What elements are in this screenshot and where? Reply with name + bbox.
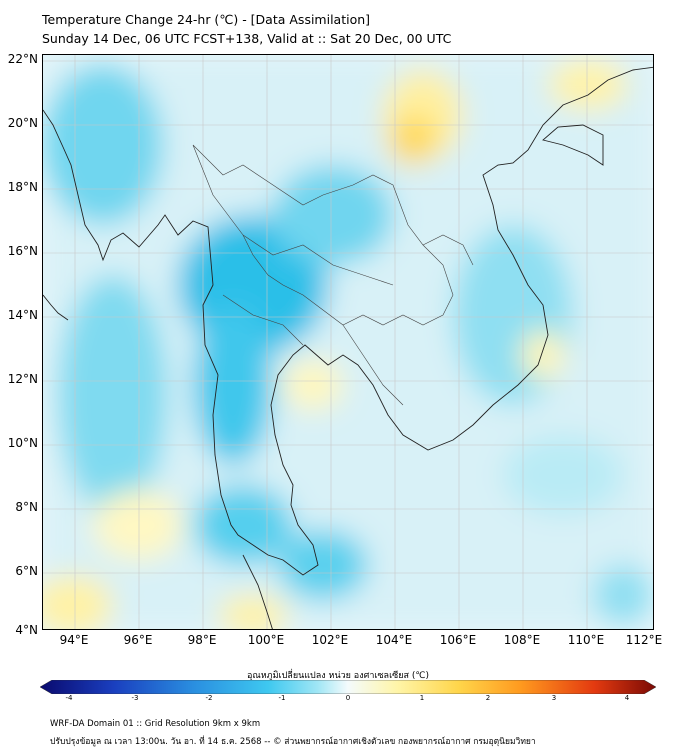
lat-label: 10°N [7,436,38,450]
lat-label: 20°N [7,116,38,130]
lon-label: 100°E [247,633,285,647]
lat-label: 12°N [7,372,38,386]
colorbar-tick: 0 [345,694,351,702]
admin-borders [192,144,474,406]
graticule [43,55,653,629]
colorbar-tick: -4 [65,694,73,702]
lon-label: 98°E [187,633,217,647]
colorbar-tick: 4 [624,694,630,702]
colorbar-tick: 1 [419,694,425,702]
map-title: Temperature Change 24-hr (℃) - [Data Ass… [42,12,371,27]
temperature-field [43,55,653,629]
colorbar-tick: -2 [205,694,213,702]
lon-label: 108°E [503,633,541,647]
lat-label: 18°N [7,180,38,194]
footer-model-info: WRF-DA Domain 01 :: Grid Resolution 9km … [50,719,261,729]
colorbar-tick: 3 [551,694,557,702]
lat-label: 6°N [15,564,38,578]
lat-label: 22°N [7,52,38,66]
map-subtitle: Sunday 14 Dec, 06 UTC FCST+138, Valid at… [42,31,452,46]
map-canvas [43,55,653,629]
colorbar-tick: 2 [485,694,491,702]
footer-credit: ปรับปรุงข้อมูล ณ เวลา 13:00น. วัน อา. ที… [50,737,536,747]
lon-label: 94°E [59,633,89,647]
colorbar [40,680,656,694]
colorbar-tick: -3 [131,694,139,702]
lon-label: 110°E [567,633,605,647]
lon-label: 112°E [625,633,663,647]
lat-label: 14°N [7,308,38,322]
lon-label: 106°E [439,633,477,647]
coastlines [43,66,653,629]
lon-label: 96°E [123,633,153,647]
temperature-change-map[interactable] [42,54,654,630]
lon-label: 104°E [375,633,413,647]
colorbar-label: อุณหภูมิเปลี่ยนแปลง หน่วย องศาเซลเซียส (… [246,671,430,681]
lat-label: 16°N [7,244,38,258]
lat-label: 8°N [15,500,38,514]
colorbar-tick: -1 [278,694,286,702]
lon-label: 102°E [311,633,349,647]
lat-label: 4°N [15,623,38,637]
